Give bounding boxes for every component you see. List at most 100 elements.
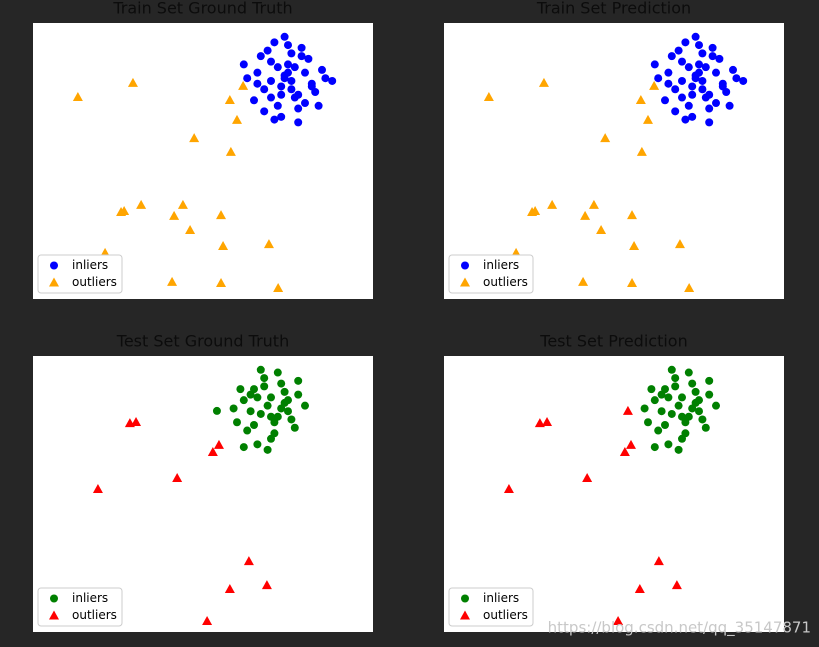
point (678, 57, 686, 66)
point (626, 439, 636, 449)
point (634, 583, 645, 593)
point (684, 282, 695, 292)
point (636, 146, 647, 156)
point (674, 445, 683, 454)
point (698, 76, 707, 85)
point (207, 447, 218, 457)
point (678, 76, 686, 85)
point (667, 52, 676, 61)
point (287, 49, 296, 58)
point (613, 615, 624, 625)
legend-label: inliers (72, 591, 108, 605)
point (270, 38, 279, 47)
point (284, 407, 292, 416)
point (277, 379, 286, 388)
point (705, 390, 714, 399)
point (297, 43, 306, 52)
point (273, 101, 282, 110)
point (701, 93, 710, 102)
legend-marker (460, 610, 470, 620)
point (674, 239, 685, 249)
point (695, 396, 703, 405)
point (483, 91, 494, 101)
point (277, 82, 286, 91)
point (250, 421, 258, 429)
point (688, 90, 697, 99)
point (172, 472, 183, 482)
plot-area (33, 356, 373, 632)
point (712, 401, 720, 410)
point (712, 99, 720, 108)
point (260, 85, 269, 94)
point (294, 118, 303, 127)
point (294, 390, 303, 399)
legend-marker (49, 277, 59, 287)
point (619, 447, 630, 457)
point (695, 407, 703, 416)
point (654, 426, 663, 435)
point (688, 379, 697, 388)
point (169, 210, 180, 220)
point (654, 74, 663, 83)
point (273, 368, 282, 377)
point (277, 112, 286, 121)
point (304, 54, 313, 63)
point (580, 210, 591, 220)
point (729, 65, 737, 74)
point (290, 63, 299, 72)
point (674, 46, 683, 55)
legend-marker (49, 610, 59, 620)
point (232, 114, 242, 124)
point (253, 440, 262, 449)
point (260, 382, 269, 391)
point (260, 374, 269, 383)
point (202, 615, 213, 625)
point (253, 393, 262, 402)
point (267, 393, 275, 402)
point (239, 443, 248, 452)
point (328, 76, 337, 85)
point (671, 382, 680, 391)
point (307, 82, 316, 91)
point (185, 225, 196, 234)
legend-label: outliers (483, 275, 528, 289)
point (657, 407, 666, 416)
point (657, 390, 666, 399)
point (588, 199, 599, 209)
point (287, 76, 296, 85)
point (253, 79, 262, 88)
point (627, 277, 638, 287)
legend-marker (460, 277, 470, 287)
point (92, 484, 103, 494)
point (547, 199, 558, 209)
point (708, 43, 717, 52)
point (236, 385, 245, 394)
point (290, 93, 299, 102)
point (650, 443, 659, 452)
point (684, 63, 693, 72)
point (280, 71, 289, 80)
point (671, 107, 680, 116)
watermark: https://blog.csdn.net/qq_35147871 (548, 619, 811, 638)
plot-area (444, 23, 784, 299)
point (301, 68, 309, 77)
point (167, 276, 178, 286)
point (284, 60, 292, 69)
legend-box (37, 587, 123, 627)
point (233, 418, 241, 427)
point (688, 112, 697, 121)
point (321, 74, 330, 83)
chart-title: Train Set Ground Truth (112, 0, 292, 18)
legend-label: inliers (72, 258, 108, 272)
point (503, 484, 514, 494)
point (643, 114, 653, 124)
point (263, 445, 272, 454)
point (705, 118, 714, 127)
point (224, 95, 235, 105)
plot-area (444, 356, 784, 632)
point (647, 385, 656, 394)
point (301, 401, 309, 410)
point (216, 277, 227, 287)
